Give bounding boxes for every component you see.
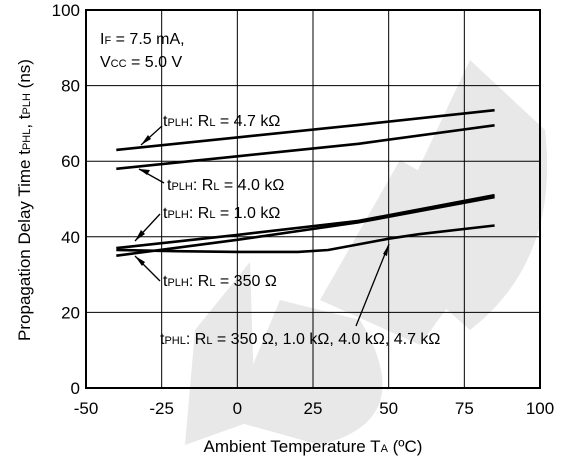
x-tick-label-6: 100 (526, 399, 554, 418)
x-tick-label-0: -50 (74, 399, 99, 418)
watermark (185, 60, 548, 445)
label-tphl-all: tPHL: RL = 350 Ω, 1.0 kΩ, 4.0 kΩ, 4.7 kΩ (160, 331, 440, 348)
y-tick-label-2: 40 (61, 228, 80, 247)
callout-leader-tphl (355, 243, 390, 327)
label-tplh-350: tPLH: RL = 350 Ω (163, 273, 277, 290)
label-tplh-4k0: tPLH: RL = 4.0 kΩ (167, 177, 284, 194)
series-line-2 (116, 193, 495, 250)
arrowhead-tphl (383, 244, 389, 256)
x-ticks: -50 -25 0 25 50 75 100 (74, 399, 554, 418)
y-tick-label-4: 80 (61, 77, 80, 96)
x-tick-label-2: 0 (233, 399, 242, 418)
arrowhead-4k0 (139, 169, 150, 175)
x-axis-label: Ambient Temperature TA (ºC) (204, 437, 423, 456)
series-line-0 (116, 108, 495, 152)
y-axis-label: Propagation Delay Time tPHL, tPLH (ns) (15, 59, 34, 341)
label-tplh-4k7: tPLH: RL = 4.7 kΩ (163, 113, 280, 130)
arrowhead-4k7 (141, 135, 151, 145)
condition-if: IF = 7.5 mA, (100, 31, 185, 48)
series-line-1 (116, 124, 495, 171)
y-tick-label-1: 20 (61, 303, 80, 322)
series-line-3 (116, 195, 495, 257)
x-tick-label-3: 25 (304, 399, 323, 418)
y-tick-label-3: 60 (61, 152, 80, 171)
grid (86, 10, 540, 388)
x-tick-label-5: 75 (455, 399, 474, 418)
arrowhead-350 (135, 256, 145, 266)
x-tick-label-4: 50 (379, 399, 398, 418)
arrowhead-1k0 (135, 230, 145, 241)
label-tplh-1k0: tPLH: RL = 1.0 kΩ (163, 205, 280, 222)
series-line-4 (116, 224, 495, 254)
x-tick-label-1: -25 (149, 399, 174, 418)
y-ticks: 0 20 40 60 80 100 (52, 1, 80, 398)
y-tick-label-5: 100 (52, 1, 80, 20)
y-tick-label-0: 0 (71, 379, 80, 398)
condition-vcc: VCC = 5.0 V (100, 54, 182, 71)
callout-arrowheads (135, 135, 389, 266)
series-group (116, 108, 495, 257)
plot-frame (85, 9, 541, 389)
